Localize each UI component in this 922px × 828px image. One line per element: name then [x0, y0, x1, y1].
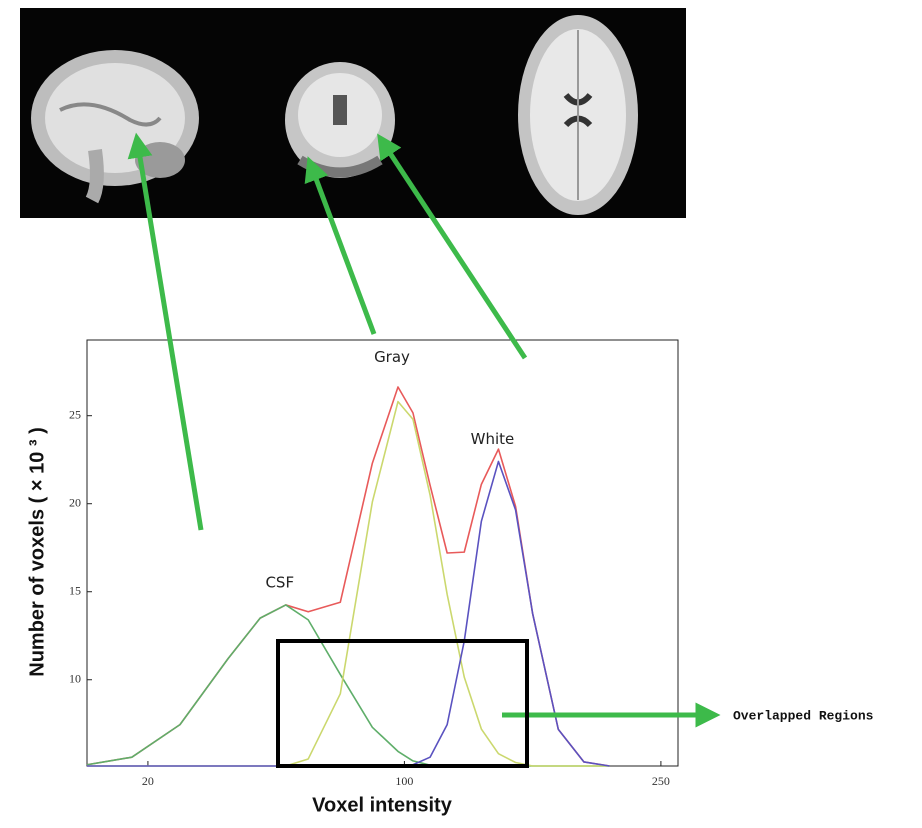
x-axis-title: Voxel intensity [312, 794, 453, 816]
x-tick-label: 100 [395, 774, 413, 788]
mri-panel [20, 8, 686, 218]
pointer-arrows [138, 144, 708, 715]
figure: 20 100 250 10 15 20 25 CSF Gray White Overlapped … [0, 0, 922, 824]
y-tick-label: 25 [69, 407, 81, 421]
axial-view [518, 15, 638, 215]
coronal-view [285, 62, 395, 178]
x-tick-label: 250 [652, 774, 670, 788]
series-label: Gray [374, 348, 410, 366]
series-line [87, 461, 610, 766]
series-line [87, 402, 610, 766]
overlap-box [278, 641, 527, 766]
y-tick-label: 10 [69, 671, 81, 685]
plot-frame [87, 340, 678, 766]
series-line [87, 387, 610, 766]
overlap-note: Overlapped Regions [733, 708, 874, 723]
series-label: White [471, 430, 515, 448]
x-tick-label: 20 [142, 774, 154, 788]
y-tick-label: 20 [69, 495, 81, 509]
y-axis-title: Number of voxels ( × 10 ³ ) [26, 427, 48, 677]
plot-area: 20 100 250 10 15 20 25 CSF Gray White [69, 340, 678, 788]
y-tick-label: 15 [69, 583, 81, 597]
series-label: CSF [265, 573, 294, 591]
series-line [87, 605, 610, 766]
